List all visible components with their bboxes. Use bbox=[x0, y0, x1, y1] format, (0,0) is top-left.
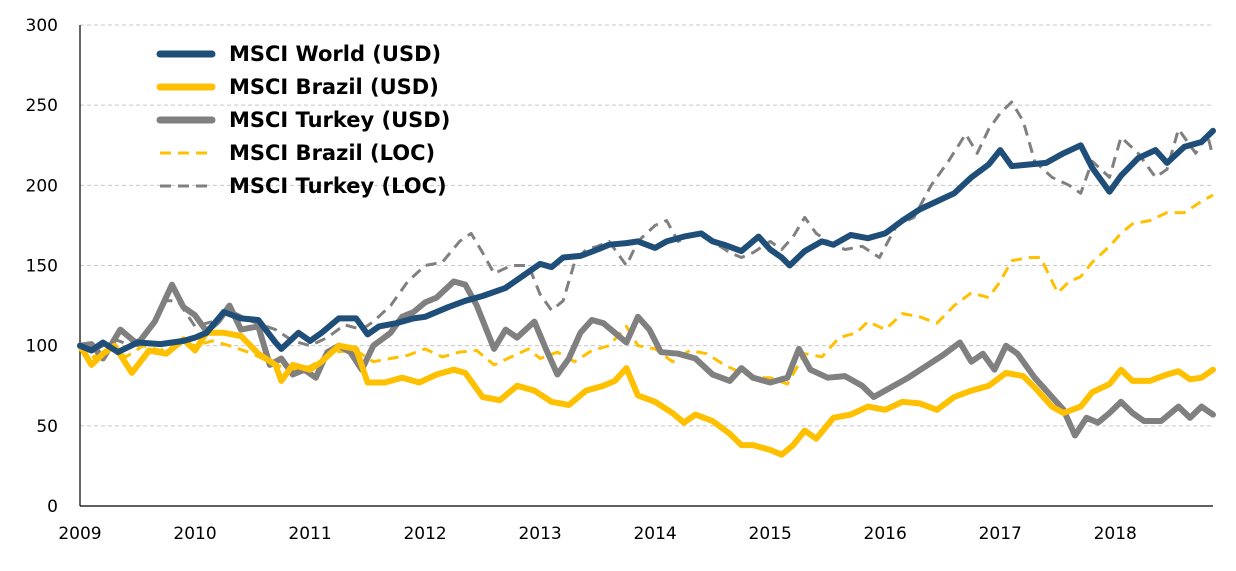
series-line-msci-turkey-usd bbox=[77, 278, 1216, 439]
x-tick-label: 2014 bbox=[633, 524, 676, 544]
y-tick-label: 250 bbox=[26, 96, 58, 116]
legend-label: MSCI Turkey (LOC) bbox=[229, 174, 447, 198]
x-tick-label: 2012 bbox=[403, 524, 446, 544]
x-axis: 2009 2010 2011 2012 2013 2014 2015 2016 2017 2018 bbox=[58, 505, 1213, 544]
y-tick-label: 0 bbox=[47, 497, 58, 517]
y-tick-label: 100 bbox=[26, 337, 58, 357]
x-tick-label: 2010 bbox=[173, 524, 216, 544]
legend-label: MSCI Brazil (USD) bbox=[229, 75, 439, 99]
x-tick-label: 2017 bbox=[979, 524, 1022, 544]
x-tick-label: 2015 bbox=[749, 524, 792, 544]
y-tick-label: 50 bbox=[36, 417, 58, 437]
legend-label: MSCI Turkey (USD) bbox=[229, 108, 450, 132]
y-axis: 0 50 100 150 200 250 300 bbox=[26, 16, 81, 517]
x-tick-label: 2018 bbox=[1094, 524, 1137, 544]
y-tick-label: 300 bbox=[26, 16, 58, 36]
series-line-msci-brazil-usd bbox=[77, 329, 1216, 458]
legend-label: MSCI Brazil (LOC) bbox=[229, 141, 435, 165]
series-line-msci-world-usd bbox=[77, 127, 1216, 356]
legend-label: MSCI World (USD) bbox=[229, 42, 441, 66]
y-tick-label: 150 bbox=[26, 257, 58, 277]
x-tick-label: 2016 bbox=[864, 524, 907, 544]
legend: MSCI World (USD) MSCI Brazil (USD) MSCI Tu… bbox=[156, 42, 450, 198]
y-tick-label: 200 bbox=[26, 176, 58, 196]
x-tick-label: 2011 bbox=[288, 524, 331, 544]
x-tick-label: 2013 bbox=[518, 524, 561, 544]
series-line-msci-brazil-loc bbox=[78, 193, 1214, 386]
x-tick-label: 2009 bbox=[58, 524, 101, 544]
series-lines bbox=[77, 100, 1216, 458]
series-line-msci-turkey-loc bbox=[79, 100, 1215, 351]
